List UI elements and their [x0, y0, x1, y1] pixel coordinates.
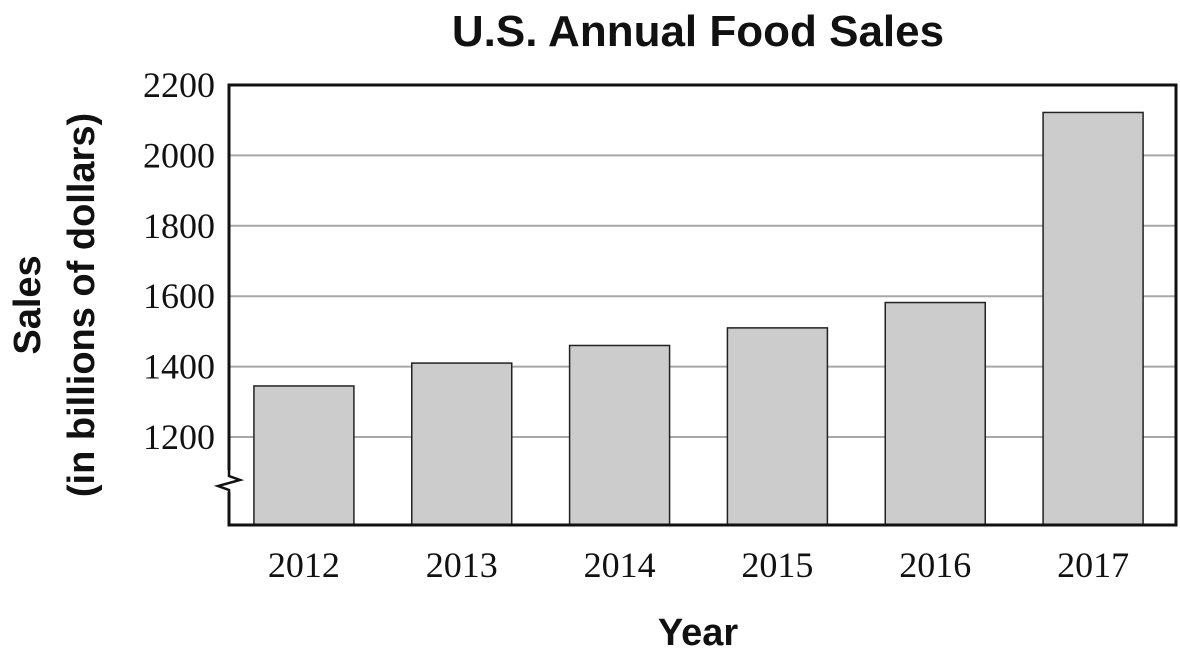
- y-tick-label: 1800: [143, 206, 215, 246]
- bar-2014: [568, 344, 671, 526]
- bar-2015: [726, 327, 829, 526]
- y-tick-labels: 1200 1400 1600 1800 2000 2200: [143, 65, 215, 457]
- y-axis-label: Sales (in billions of dollars): [7, 113, 103, 497]
- x-tick-label: 2013: [426, 545, 498, 585]
- x-tick-label: 2012: [268, 545, 340, 585]
- plot-frame: [227, 83, 1178, 527]
- chart-title: U.S. Annual Food Sales: [452, 7, 944, 56]
- gridlines: [229, 154, 1176, 438]
- bar-2016: [884, 301, 986, 526]
- x-tick-label: 2015: [741, 545, 813, 585]
- x-tick-label: 2014: [584, 545, 656, 585]
- x-tick-labels: 2012 2013 2014 2015 2016 2017: [268, 545, 1129, 585]
- axis-break-marker: [213, 470, 245, 492]
- x-tick-label: 2016: [899, 545, 971, 585]
- y-tick-label: 1200: [143, 417, 215, 457]
- y-axis-label-line2: (in billions of dollars): [61, 113, 103, 497]
- x-tick-label: 2017: [1057, 545, 1129, 585]
- x-axis-label: Year: [658, 612, 739, 654]
- y-tick-label: 1400: [143, 347, 215, 387]
- y-axis-label-line1: Sales: [7, 255, 49, 354]
- y-tick-label: 2200: [143, 65, 215, 105]
- bar-2013: [411, 362, 513, 526]
- y-tick-label: 1600: [143, 276, 215, 316]
- y-tick-label: 2000: [143, 135, 215, 175]
- bars: [253, 111, 1144, 526]
- bar-2012: [253, 385, 355, 526]
- bar-2017: [1042, 111, 1144, 526]
